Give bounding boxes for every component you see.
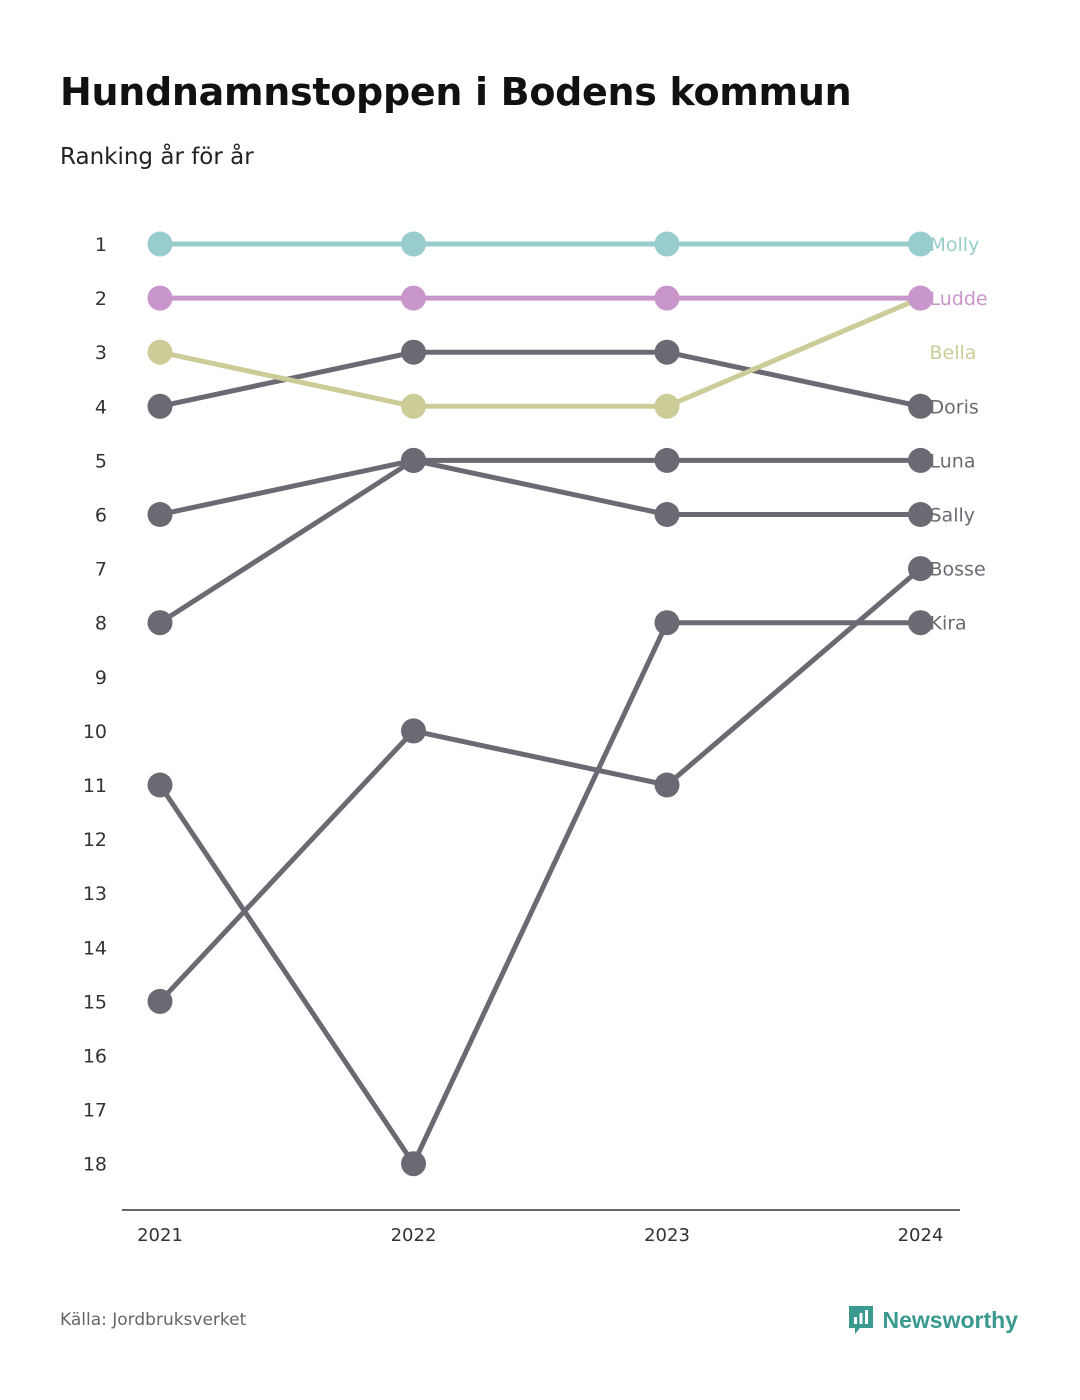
end-label-luna: Luna	[930, 450, 976, 472]
point-molly-2022	[401, 231, 426, 257]
series-line-kira	[157, 620, 923, 1167]
point-bella-2021	[147, 339, 173, 365]
point-bosse-2022	[401, 718, 426, 744]
y-tick-label-2: 2	[95, 288, 107, 310]
point-kira-2023	[654, 610, 680, 636]
point-doris-2022	[401, 339, 426, 365]
x-tick-label-2021: 2021	[137, 1225, 183, 1246]
y-tick-label-10: 10	[83, 721, 107, 743]
chart-title: Hundnamnstoppen i Bodens kommun	[60, 70, 852, 114]
x-tick-label-2022: 2022	[391, 1225, 437, 1246]
y-tick-label-8: 8	[95, 613, 107, 635]
end-label-molly: Molly	[930, 234, 980, 256]
y-tick-label-11: 11	[83, 775, 107, 797]
point-kira-2022	[401, 1151, 426, 1177]
point-bosse-2024	[908, 556, 933, 582]
point-ludde-2024	[908, 285, 933, 311]
point-doris-2021	[147, 393, 173, 419]
y-tick-label-13: 13	[83, 883, 107, 905]
point-luna-2021	[147, 610, 173, 636]
point-sally-2021	[147, 502, 173, 527]
y-tick-label-18: 18	[83, 1154, 107, 1176]
y-tick-label-14: 14	[83, 937, 107, 959]
bar-chart-icon	[848, 1306, 873, 1334]
y-tick-label-9: 9	[95, 667, 107, 689]
point-kira-2024	[908, 610, 933, 636]
chart-subtitle: Ranking år för år	[60, 144, 254, 170]
point-molly-2024	[908, 231, 933, 257]
point-doris-2023	[654, 339, 680, 365]
x-tick-label-2024: 2024	[898, 1225, 944, 1246]
y-tick-label-7: 7	[95, 559, 107, 581]
end-label-doris: Doris	[930, 396, 979, 418]
series-line-bosse	[157, 566, 923, 1004]
y-tick-label-15: 15	[83, 991, 107, 1013]
y-tick-label-6: 6	[95, 505, 107, 527]
point-bella-2022	[401, 393, 426, 419]
point-bosse-2021	[147, 988, 173, 1014]
point-doris-2024	[908, 393, 933, 419]
end-label-ludde: Ludde	[930, 288, 988, 310]
point-molly-2023	[654, 231, 680, 257]
brand-name: Newsworthy	[882, 1306, 1018, 1333]
end-label-sally: Sally	[930, 505, 976, 527]
brand-logo[interactable]: Newsworthy	[847, 1304, 1018, 1336]
point-luna-2024	[908, 447, 933, 473]
series-line-bella	[157, 295, 923, 409]
series-line-luna	[157, 457, 923, 626]
point-sally-2023	[654, 502, 680, 527]
y-tick-label-3: 3	[95, 342, 107, 364]
y-tick-label-5: 5	[95, 450, 107, 472]
point-luna-2022	[401, 447, 426, 473]
source-note: Källa: Jordbruksverket	[60, 1310, 247, 1330]
end-label-bella: Bella	[930, 342, 977, 364]
end-label-bosse: Bosse	[930, 559, 986, 581]
y-tick-label-1: 1	[95, 234, 107, 256]
y-tick-label-4: 4	[95, 396, 107, 418]
point-molly-2021	[147, 231, 173, 257]
series-line-doris	[157, 349, 923, 409]
point-ludde-2022	[401, 285, 426, 311]
point-bella-2023	[654, 393, 680, 419]
point-ludde-2023	[654, 285, 680, 311]
point-kira-2021	[147, 772, 173, 798]
y-tick-label-16: 16	[83, 1046, 107, 1068]
point-bosse-2023	[654, 772, 680, 798]
series-line-sally	[157, 457, 923, 517]
x-tick-label-2023: 2023	[644, 1225, 690, 1246]
y-tick-label-12: 12	[83, 829, 107, 851]
point-ludde-2021	[147, 285, 173, 311]
end-label-kira: Kira	[930, 613, 967, 635]
point-luna-2023	[654, 447, 680, 473]
y-tick-label-17: 17	[83, 1100, 107, 1122]
point-sally-2024	[908, 502, 933, 527]
